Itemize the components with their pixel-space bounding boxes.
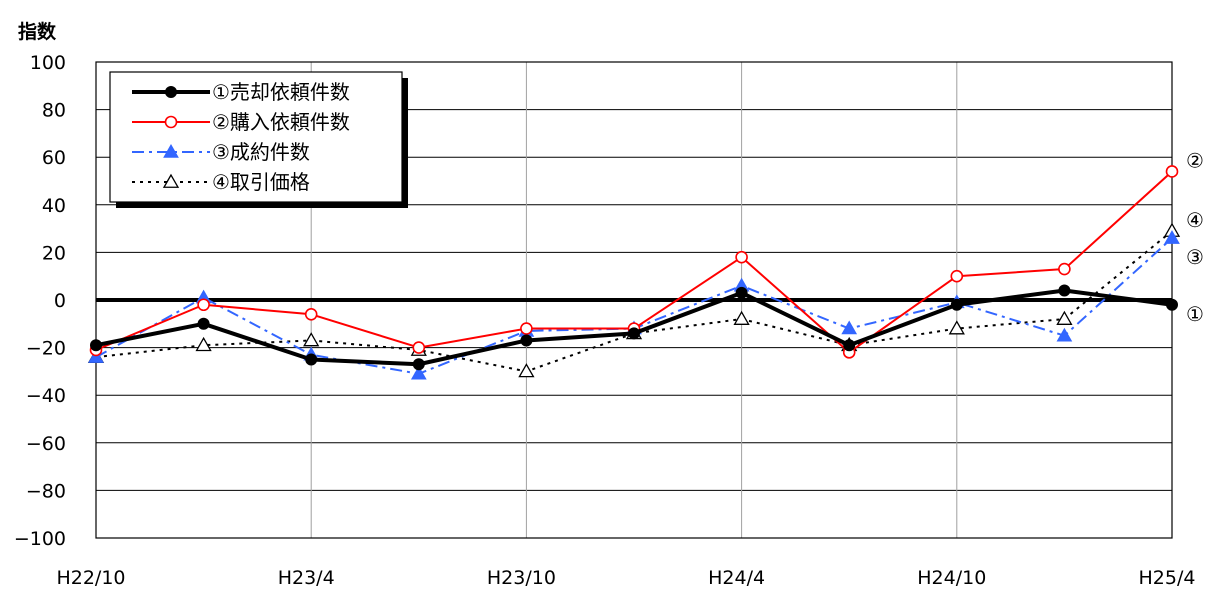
- data-point: [1058, 284, 1071, 297]
- y-tick-label: −40: [26, 385, 66, 407]
- y-tick-label: −100: [14, 528, 66, 550]
- data-point: [197, 298, 210, 312]
- data-point: [303, 332, 320, 347]
- data-point: [735, 250, 748, 264]
- y-tick-label: −20: [26, 338, 66, 360]
- legend-marker: [163, 143, 179, 158]
- data-point: [412, 341, 426, 354]
- series-layer: [87, 165, 1181, 380]
- data-point: [520, 334, 533, 347]
- data-point: [628, 327, 640, 340]
- y-tick-label: 60: [42, 147, 66, 169]
- end-label: ①: [1186, 302, 1204, 326]
- legend-label: ④取引価格: [212, 170, 310, 194]
- data-point: [843, 339, 856, 352]
- x-tick-label: H23/4: [278, 567, 335, 589]
- data-point: [304, 307, 318, 321]
- data-point: [195, 336, 212, 352]
- y-tick-label: 0: [54, 290, 66, 312]
- x-tick-label: H22/10: [56, 567, 125, 589]
- data-point: [950, 298, 963, 311]
- y-tick-labels: 100 80 60 40 20 0 −20 −40 −60 −80 −100: [14, 52, 66, 550]
- end-label: ③: [1186, 245, 1204, 269]
- legend-label: ①売却依頼件数: [212, 80, 350, 104]
- data-point: [520, 322, 533, 335]
- legend: ①売却依頼件数 ②購入依頼件数 ③成約件数 ④取引価格: [109, 71, 408, 208]
- x-tick-label: H24/4: [708, 567, 765, 589]
- legend-entry: ②購入依頼件数: [132, 110, 350, 134]
- series-line: [95, 230, 1173, 373]
- data-point: [1165, 165, 1179, 178]
- legend-entry: ④取引価格: [132, 170, 310, 194]
- end-label: ④: [1186, 208, 1204, 232]
- series-3: [88, 230, 1180, 380]
- y-axis-label: 指数: [18, 20, 57, 43]
- end-labels: ① ② ③ ④: [1186, 148, 1204, 325]
- legend-marker: [162, 173, 180, 188]
- legend-marker: [164, 115, 178, 129]
- data-point: [518, 363, 535, 378]
- y-tick-label: −60: [26, 433, 66, 455]
- series-line: [95, 237, 1173, 375]
- data-point: [90, 339, 102, 352]
- data-point: [1058, 262, 1071, 276]
- data-point: [948, 320, 965, 335]
- y-tick-label: 80: [42, 100, 66, 122]
- end-label: ②: [1186, 148, 1204, 172]
- data-point: [412, 358, 425, 371]
- data-point: [733, 310, 750, 325]
- data-point: [410, 365, 427, 380]
- data-point: [305, 353, 318, 366]
- data-point: [950, 269, 964, 283]
- legend-entry: ③成約件数: [132, 140, 310, 164]
- data-point: [841, 320, 858, 335]
- legend-entry: ①売却依頼件数: [132, 80, 350, 104]
- y-tick-label: 40: [42, 195, 66, 217]
- data-point: [1056, 327, 1073, 342]
- x-tick-labels: H22/10 H23/4 H23/10 H24/4 H24/10 H25/4: [56, 567, 1195, 589]
- data-point: [1164, 230, 1180, 244]
- y-tick-label: −80: [26, 480, 66, 502]
- y-tick-label: 20: [42, 242, 66, 264]
- data-point: [197, 317, 210, 330]
- x-tick-label: H24/10: [917, 567, 986, 589]
- data-point: [1166, 298, 1178, 311]
- legend-label: ③成約件数: [212, 140, 310, 164]
- data-point: [1056, 310, 1073, 325]
- x-tick-label: H23/10: [487, 567, 556, 589]
- y-tick-label: 100: [30, 52, 66, 74]
- data-point: [735, 286, 748, 299]
- legend-marker: [165, 86, 177, 98]
- legend-label: ②購入依頼件数: [212, 110, 350, 134]
- series-1: [90, 284, 1178, 371]
- x-tick-label: H25/4: [1139, 567, 1196, 589]
